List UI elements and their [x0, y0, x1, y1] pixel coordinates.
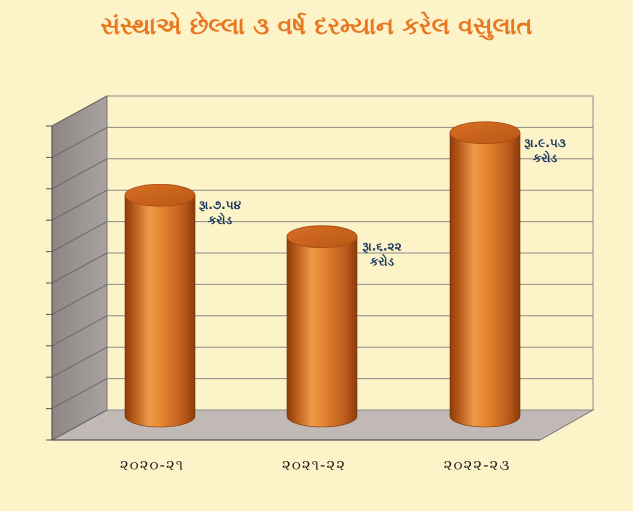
bar	[449, 121, 521, 428]
bar-value-line: રૂા.૬.૨૨	[362, 240, 401, 254]
category-label: ૨૦૨૨-૨૩	[444, 456, 511, 474]
gridline-side	[51, 409, 108, 441]
gridline-side	[51, 378, 108, 410]
bar	[124, 183, 196, 428]
gridline-side	[51, 221, 108, 253]
gridline-side	[51, 126, 108, 158]
bar-value-line: રૂા.૭.૫૪	[199, 198, 242, 212]
bar-unit-line: કરોડ	[208, 212, 233, 227]
category-label: ૨૦૨૦-૨૧	[120, 456, 184, 474]
gridline-side	[51, 315, 108, 347]
bar-unit-line: કરોડ	[533, 150, 558, 165]
bar-body	[449, 132, 521, 428]
gridline-side	[51, 252, 108, 284]
bar-body	[124, 194, 196, 428]
category-label: ૨૦૨૧-૨૨	[282, 456, 346, 474]
gridline-side	[51, 95, 108, 127]
gridline-side	[51, 158, 108, 190]
bar	[286, 225, 358, 428]
gridline-side	[51, 346, 108, 378]
bar-top	[449, 121, 521, 145]
gridline-side	[51, 283, 108, 315]
bar-unit-line: કરોડ	[370, 254, 395, 269]
chart-title: સંસ્થાએ છેલ્લા ૩ વર્ષ દરમ્યાન કરેલ વસુલા…	[100, 12, 533, 40]
bar-top	[124, 183, 196, 207]
bar-body	[286, 236, 358, 428]
bar-top	[286, 225, 358, 249]
bar-value-label: રૂા.૬.૨૨ કરોડ	[362, 240, 401, 269]
gridline-side	[51, 189, 108, 221]
bar-value-label: રૂા.૭.૫૪ કરોડ	[199, 198, 242, 227]
bar-value-line: રૂા.૯.૫૩	[524, 136, 565, 150]
bar-value-label: રૂા.૯.૫૩ કરોડ	[524, 136, 565, 165]
